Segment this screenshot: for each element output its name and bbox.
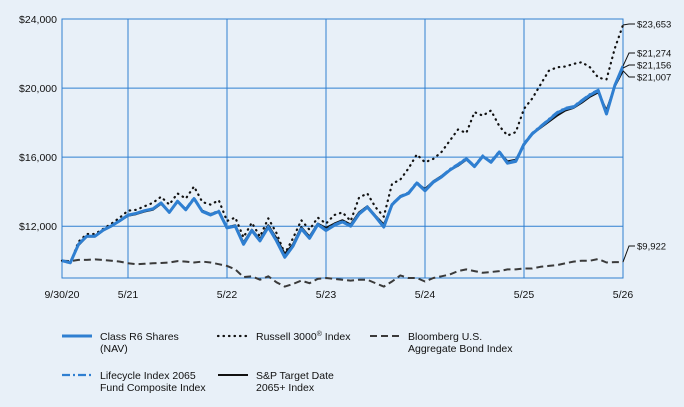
end-label: $21,007	[637, 73, 671, 84]
x-axis-ticks: 9/30/20 5/21 5/22 5/23 5/24 5/25 5/26	[44, 289, 633, 301]
series-line	[61, 67, 624, 264]
legend-label-sp-line2: 2065+ Index	[256, 382, 315, 394]
end-label: $9,922	[637, 242, 666, 253]
legend-label-lifecycle-line2: Fund Composite Index	[100, 382, 206, 394]
end-label: $23,653	[637, 20, 671, 31]
y-tick-label: $24,000	[19, 14, 57, 26]
end-label-leader	[622, 70, 635, 78]
end-label-leader	[622, 23, 635, 26]
legend-label-bond: Bloomberg U.S.	[408, 331, 482, 343]
y-tick-label: $20,000	[19, 83, 57, 95]
x-tick-label: 5/24	[415, 289, 436, 301]
gridlines	[62, 18, 623, 278]
end-label-leader	[622, 245, 635, 263]
y-axis-ticks: $12,000 $16,000 $20,000 $24,000	[19, 14, 57, 233]
plot-frame	[61, 18, 624, 279]
series-line	[60, 23, 625, 265]
legend-russell-suffix: Index	[322, 331, 351, 343]
legend: Class R6 Shares (NAV) Russell 3000® Inde…	[62, 330, 513, 394]
y-tick-label: $16,000	[19, 152, 57, 164]
end-label-leader	[622, 64, 635, 69]
x-tick-label: 5/26	[613, 289, 634, 301]
series-line	[61, 65, 625, 265]
legend-label-sp: S&P Target Date	[256, 370, 334, 382]
legend-label-lifecycle: Lifecycle Index 2065	[100, 370, 196, 382]
legend-russell-sup: ®	[317, 330, 323, 338]
x-tick-label: 5/25	[514, 289, 535, 301]
series-line	[61, 258, 623, 288]
legend-label-r6: Class R6 Shares	[100, 331, 179, 343]
legend-label-bond-line2: Aggregate Bond Index	[408, 343, 513, 355]
legend-item-r6: Class R6 Shares (NAV)	[62, 331, 179, 355]
end-label-leader	[622, 52, 635, 67]
x-tick-label: 5/21	[118, 289, 139, 301]
y-tick-label: $12,000	[19, 221, 57, 233]
legend-russell-main: Russell 3000	[256, 331, 317, 343]
legend-item-russell: Russell 3000® Index	[216, 330, 351, 343]
legend-item-sp: S&P Target Date 2065+ Index	[218, 370, 334, 394]
x-tick-label: 5/23	[316, 289, 337, 301]
legend-label-russell: Russell 3000® Index	[256, 330, 351, 343]
series-lines	[60, 23, 625, 288]
x-tick-label: 5/22	[217, 289, 238, 301]
end-label: $21,156	[637, 61, 671, 72]
legend-label-r6-line2: (NAV)	[100, 343, 128, 355]
x-tick-label: 9/30/20	[44, 289, 79, 301]
end-label: $21,274	[637, 49, 671, 60]
end-labels: $9,922 $23,653 $21,007$21,156$21,274	[622, 20, 671, 263]
legend-item-bond: Bloomberg U.S. Aggregate Bond Index	[370, 331, 513, 355]
legend-item-lifecycle: Lifecycle Index 2065 Fund Composite Inde…	[62, 370, 206, 394]
series-line	[61, 70, 624, 264]
